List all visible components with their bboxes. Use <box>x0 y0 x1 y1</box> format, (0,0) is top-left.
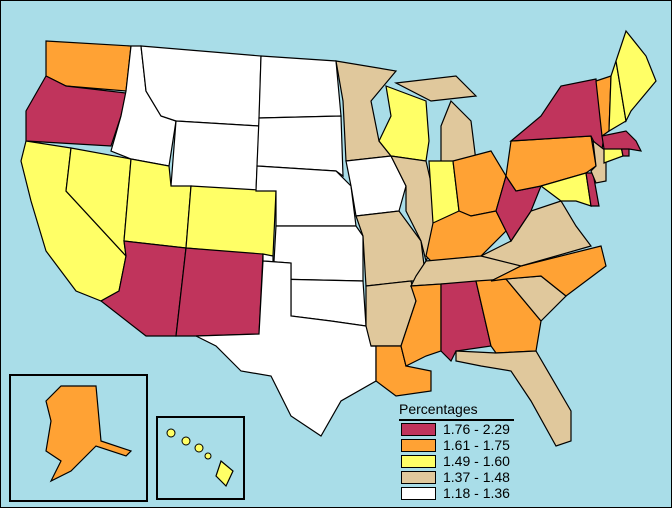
legend-swatch <box>401 470 436 484</box>
state-hi-island <box>204 452 212 460</box>
legend-item: 1.49 - 1.60 <box>399 453 514 469</box>
state-il <box>389 155 442 263</box>
state-ak <box>45 385 133 483</box>
state-hi-island <box>194 443 204 453</box>
legend-item: 1.76 - 2.29 <box>399 421 514 437</box>
state-wi <box>378 85 430 162</box>
legend-label: 1.18 - 1.36 <box>443 485 510 501</box>
legend-item: 1.37 - 1.48 <box>399 469 514 485</box>
state-de <box>585 172 600 207</box>
state-md <box>539 172 592 207</box>
state-mi-up <box>393 75 478 102</box>
legend-item: 1.18 - 1.36 <box>399 485 514 501</box>
legend-swatch <box>401 454 436 468</box>
state-co <box>185 185 277 257</box>
legend-label: 1.76 - 2.29 <box>443 421 510 437</box>
legend-swatch <box>401 438 436 452</box>
state-me <box>615 29 657 123</box>
legend: Percentages 1.76 - 2.29 1.61 - 1.75 1.49 -… <box>399 401 514 501</box>
legend-label: 1.61 - 1.75 <box>443 437 510 453</box>
hawaii-inset-frame <box>156 416 245 500</box>
legend-swatch <box>401 422 436 436</box>
state-sd <box>256 115 344 178</box>
legend-label: 1.49 - 1.60 <box>443 453 510 469</box>
state-ma <box>601 130 643 152</box>
legend-swatch <box>401 486 436 500</box>
state-nm <box>175 247 264 337</box>
state-tx <box>195 260 377 437</box>
state-or <box>25 75 127 147</box>
state-wy <box>170 120 260 192</box>
legend-item: 1.61 - 1.75 <box>399 437 514 453</box>
state-hi <box>215 459 234 488</box>
legend-title: Percentages <box>399 401 514 421</box>
state-fl <box>455 350 572 447</box>
state-nd <box>258 55 342 119</box>
state-hi-island <box>181 436 191 446</box>
state-hi-island <box>166 428 176 438</box>
alaska-inset-frame <box>9 374 148 502</box>
state-wa <box>45 40 132 92</box>
legend-label: 1.37 - 1.48 <box>443 469 510 485</box>
